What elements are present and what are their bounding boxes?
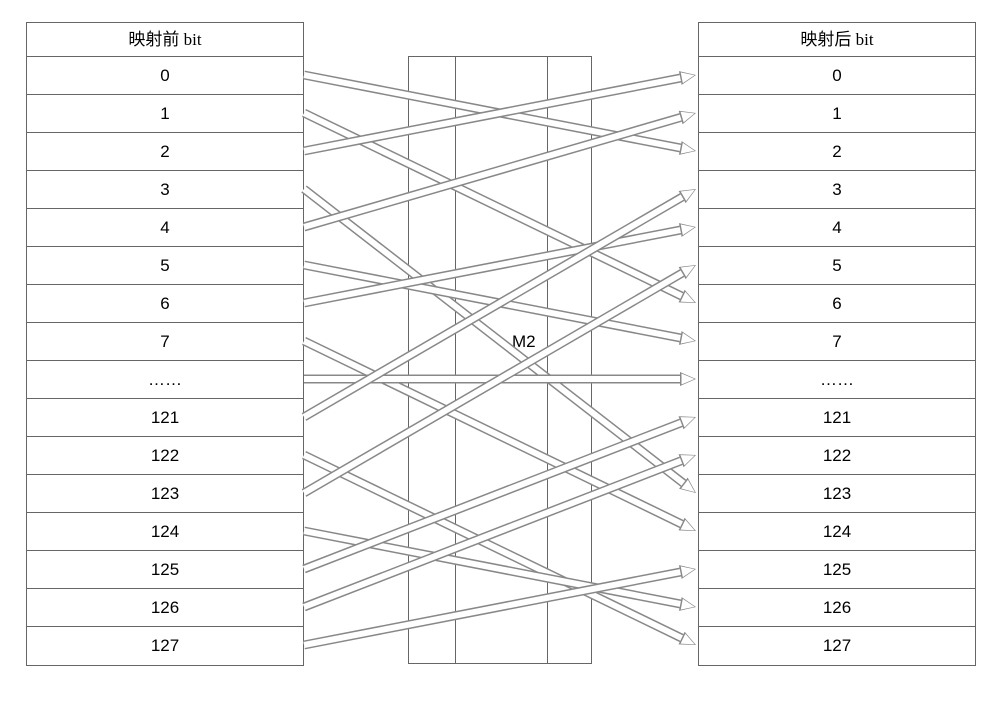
right-column-cell: 122 [699,437,975,475]
left-column-cell: 127 [27,627,303,665]
right-column-cell: 7 [699,323,975,361]
right-column-cell: …… [699,361,975,399]
right-column-cell: 126 [699,589,975,627]
m2-label: M2 [512,332,536,352]
left-column-header: 映射前 bit [27,23,303,57]
left-column-cell: 124 [27,513,303,551]
left-column-cell: 3 [27,171,303,209]
left-column-cell: 5 [27,247,303,285]
right-column: 映射后 bit01234567……121122123124125126127 [698,22,976,666]
right-column-cell: 125 [699,551,975,589]
right-column-cell: 4 [699,209,975,247]
left-column-cell: 126 [27,589,303,627]
left-column-cell: 0 [27,57,303,95]
right-column-cell: 5 [699,247,975,285]
right-column-cell: 1 [699,95,975,133]
right-column-cell: 121 [699,399,975,437]
right-column-cell: 3 [699,171,975,209]
left-column: 映射前 bit01234567……121122123124125126127 [26,22,304,666]
left-column-cell: …… [27,361,303,399]
right-column-cell: 127 [699,627,975,665]
right-column-header: 映射后 bit [699,23,975,57]
left-column-cell: 7 [27,323,303,361]
left-column-cell: 123 [27,475,303,513]
left-column-cell: 121 [27,399,303,437]
left-column-cell: 2 [27,133,303,171]
left-column-cell: 4 [27,209,303,247]
right-column-cell: 123 [699,475,975,513]
middle-box [408,56,592,664]
left-column-cell: 125 [27,551,303,589]
right-column-cell: 2 [699,133,975,171]
right-column-cell: 6 [699,285,975,323]
right-column-cell: 0 [699,57,975,95]
right-column-cell: 124 [699,513,975,551]
left-column-cell: 6 [27,285,303,323]
left-column-cell: 122 [27,437,303,475]
left-column-cell: 1 [27,95,303,133]
